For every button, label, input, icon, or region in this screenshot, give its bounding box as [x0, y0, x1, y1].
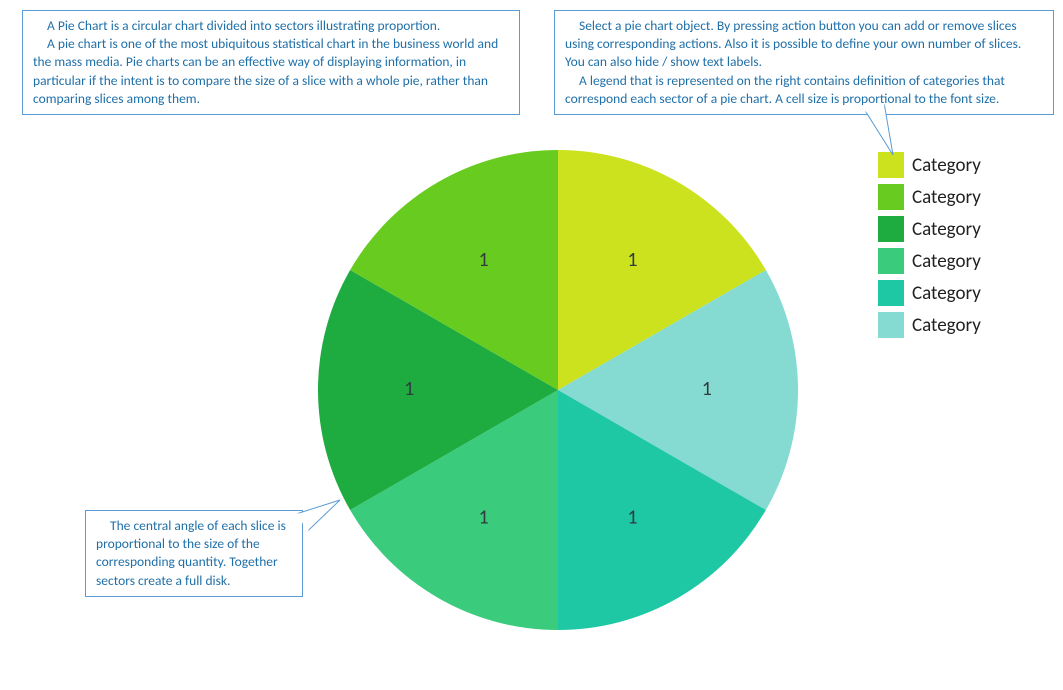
callout-bottom-left: The central angle of each slice is propo… [85, 510, 303, 597]
legend-item: Category [878, 216, 981, 242]
legend-item: Category [878, 280, 981, 306]
callout-top-left: A Pie Chart is a circular chart divided … [22, 10, 520, 115]
pie-slice-label: 1 [479, 248, 489, 272]
legend-label: Category [912, 188, 981, 207]
pie-chart: 1 1 1 1 1 1 [316, 148, 800, 632]
callout-paragraph: A legend that is represented on the righ… [565, 72, 1043, 108]
legend: Category Category Category Category Category… [878, 152, 981, 344]
legend-item: Category [878, 312, 981, 338]
pie-slice-label: 1 [479, 506, 489, 530]
legend-swatch [878, 216, 904, 242]
callout-top-right: Select a pie chart object. By pressing a… [554, 10, 1054, 115]
legend-swatch [878, 312, 904, 338]
callout-paragraph: The central angle of each slice is propo… [96, 517, 292, 590]
legend-item: Category [878, 248, 981, 274]
legend-label: Category [912, 316, 981, 335]
legend-item: Category [878, 152, 981, 178]
legend-label: Category [912, 156, 981, 175]
callout-paragraph: Select a pie chart object. By pressing a… [565, 17, 1043, 72]
callout-paragraph: A Pie Chart is a circular chart divided … [33, 17, 509, 35]
legend-label: Category [912, 252, 981, 271]
pie-slice-label: 1 [627, 506, 637, 530]
legend-swatch [878, 152, 904, 178]
legend-swatch [878, 184, 904, 210]
legend-swatch [878, 280, 904, 306]
legend-label: Category [912, 220, 981, 239]
legend-item: Category [878, 184, 981, 210]
pie-slice-label: 1 [702, 377, 712, 401]
legend-label: Category [912, 284, 981, 303]
callout-paragraph: A pie chart is one of the most ubiquitou… [33, 35, 509, 108]
pie-slice-label: 1 [404, 377, 414, 401]
pie-slice-label: 1 [627, 248, 637, 272]
legend-swatch [878, 248, 904, 274]
